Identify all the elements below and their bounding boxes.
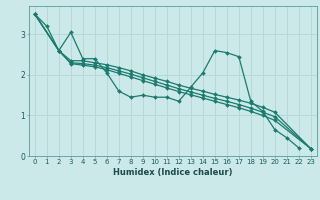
X-axis label: Humidex (Indice chaleur): Humidex (Indice chaleur) xyxy=(113,168,233,177)
